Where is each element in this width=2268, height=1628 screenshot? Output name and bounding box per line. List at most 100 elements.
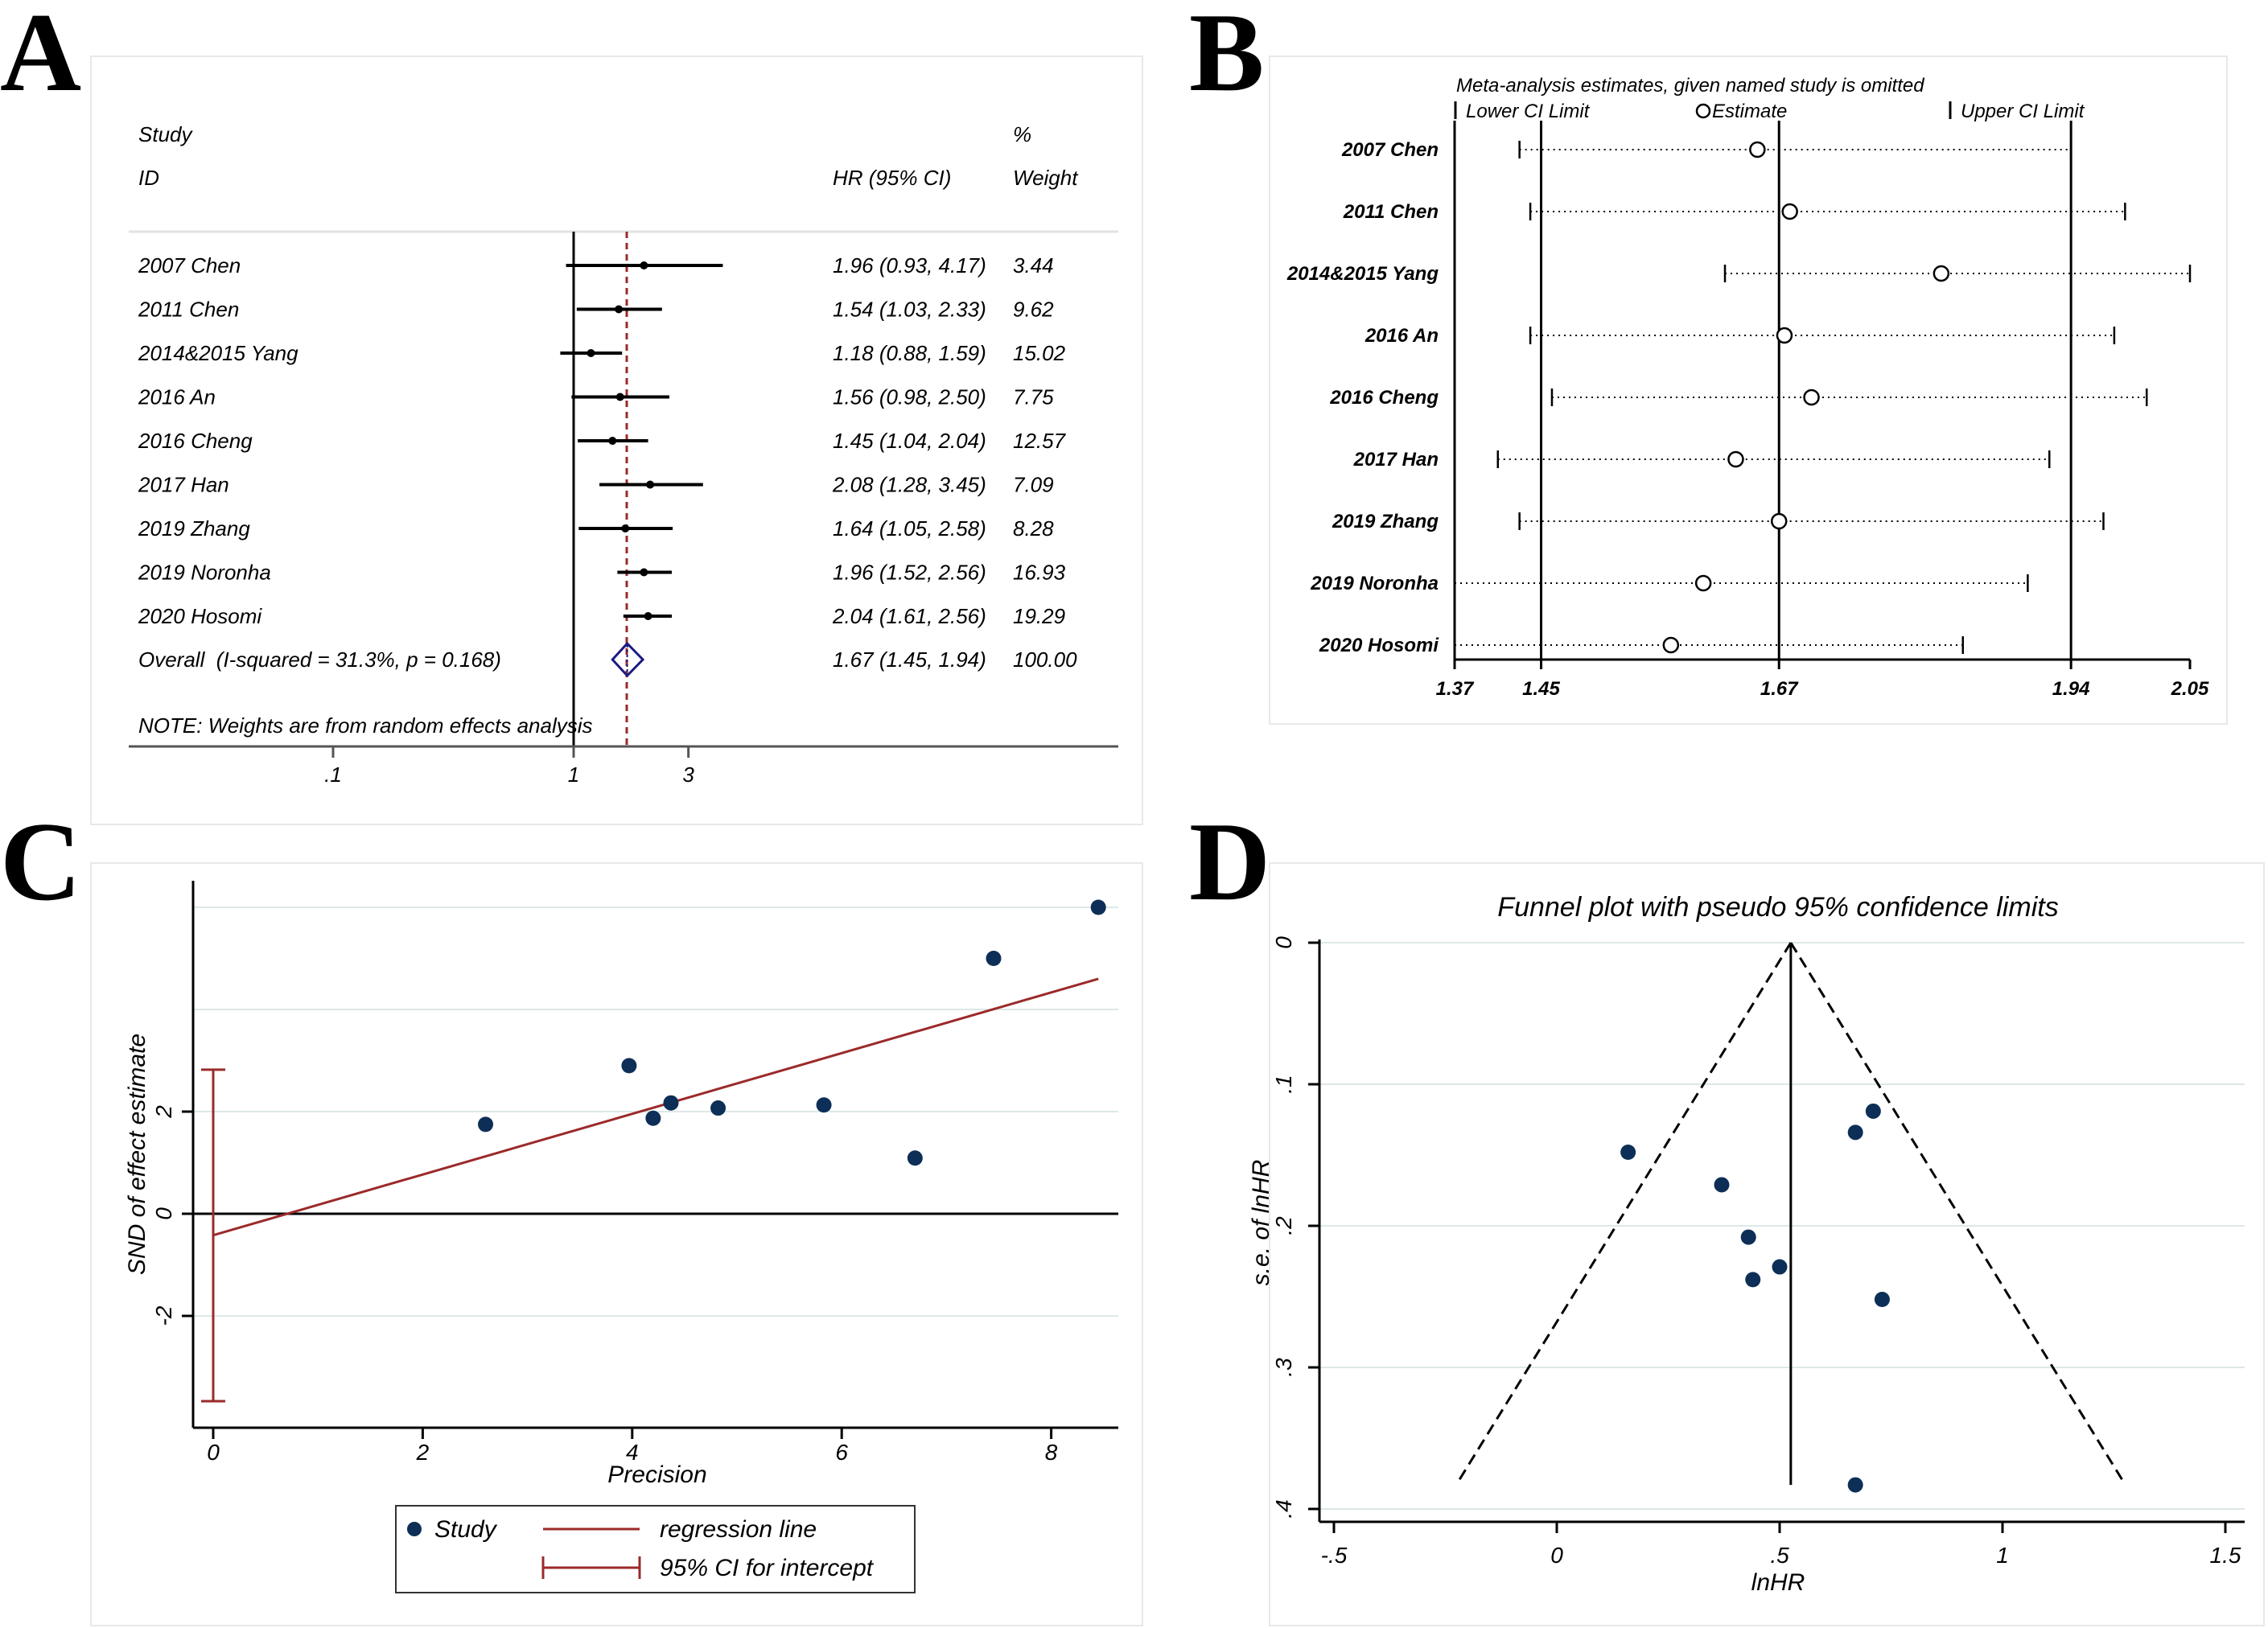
panel-label-a: A (0, 0, 81, 115)
funnel-x-label: lnHR (1751, 1569, 1805, 1596)
study-point (645, 1110, 661, 1126)
study-point (1847, 1477, 1863, 1493)
study-point (1745, 1272, 1761, 1288)
egger-y-label: SND of effect estimate (124, 1034, 150, 1275)
overall-label: Overall (I-squared = 31.3%, p = 0.168) (138, 648, 501, 672)
egger-x-label: Precision (607, 1462, 706, 1488)
study-point (1874, 1292, 1890, 1308)
legend-lower-ci: Lower CI Limit (1466, 101, 1591, 122)
x-tick-label: 1.94 (2052, 678, 2090, 700)
overall-hr-text: 1.67 (1.45, 1.94) (833, 648, 986, 672)
x-tick-label: 3 (682, 763, 694, 787)
header-study: Study (138, 122, 193, 146)
hr-point (640, 568, 648, 577)
study-label: 2014&2015 Yang (1286, 263, 1439, 285)
study-label: 2007 Chen (138, 253, 241, 278)
header-weight: Weight (1013, 166, 1079, 190)
study-label: 2020 Hosomi (138, 604, 262, 628)
estimate-marker (1803, 388, 1820, 406)
study-label: 2020 Hosomi (1319, 635, 1439, 656)
study-point (1090, 899, 1106, 915)
legend-estimate: Estimate (1712, 101, 1787, 122)
funnel-right-limit (1789, 942, 2127, 1486)
hr-point (615, 305, 624, 314)
legend-ci-label: 95% CI for intercept (660, 1555, 875, 1581)
study-hr-text: 1.64 (1.05, 2.58) (833, 516, 986, 541)
study-label: 2016 Cheng (138, 429, 253, 453)
legend-study-marker (407, 1522, 422, 1536)
hr-point (646, 480, 655, 489)
hr-point (621, 524, 630, 532)
x-tick-label: 0 (1550, 1543, 1563, 1568)
study-hr-text: 1.54 (1.03, 2.33) (833, 298, 986, 322)
y-tick-label: 0 (151, 1207, 176, 1220)
study-weight: 16.93 (1013, 561, 1066, 585)
x-tick-label: 4 (626, 1440, 639, 1465)
estimate-marker (1933, 265, 1950, 282)
study-label: 2019 Noronha (1310, 573, 1439, 594)
y-tick-label: .2 (1271, 1216, 1296, 1235)
forest-note: NOTE: Weights are from random effects an… (138, 713, 593, 738)
influence-plot: Meta-analysis estimates, given named stu… (1269, 56, 2228, 725)
study-hr-text: 1.45 (1.04, 2.04) (833, 429, 986, 453)
study-hr-text: 1.18 (0.88, 1.59) (833, 341, 986, 365)
study-weight: 7.09 (1013, 473, 1054, 497)
egger-plot: 0 2 4 6 8 -2 0 2 Precision SND of effect estima… (90, 862, 1143, 1626)
influence-plot-frame (1269, 56, 2228, 725)
study-point (1772, 1259, 1788, 1275)
study-point (621, 1058, 637, 1074)
study-point (816, 1097, 832, 1113)
estimate-marker (1694, 574, 1712, 592)
study-point (710, 1100, 727, 1116)
study-weight: 19.29 (1013, 604, 1065, 628)
x-tick-label: 1 (568, 763, 579, 787)
study-weight: 3.44 (1013, 253, 1054, 278)
legend-upper-ci: Upper CI Limit (1961, 101, 2085, 122)
x-tick-label: -.5 (1321, 1543, 1348, 1568)
x-tick-label: 0 (207, 1440, 220, 1465)
panel-label-c: C (0, 800, 81, 924)
study-point (1740, 1229, 1756, 1245)
x-tick-label: 6 (835, 1440, 848, 1465)
forest-plot: Study ID HR (95% CI) % Weight 2007 Chen 1… (90, 56, 1143, 825)
study-weight: 8.28 (1013, 516, 1054, 541)
estimate-marker (1770, 512, 1788, 530)
study-point (1620, 1144, 1636, 1160)
x-tick-label: 1.5 (2210, 1543, 2241, 1568)
legend-estimate-marker (1695, 103, 1711, 119)
study-label: 2016 An (1365, 325, 1439, 347)
study-point (478, 1116, 494, 1133)
hr-point (615, 393, 624, 401)
study-point (1714, 1177, 1730, 1193)
influence-title: Meta-analysis estimates, given named stu… (1456, 75, 1924, 97)
x-tick-label: 2 (416, 1440, 430, 1465)
y-tick-label: -2 (151, 1305, 176, 1326)
forest-plot-frame (90, 56, 1143, 825)
x-tick-label: 2.05 (2171, 678, 2209, 700)
funnel-left-limit (1455, 942, 1793, 1486)
study-label: 2007 Chen (1341, 139, 1439, 161)
x-tick-label: 8 (1045, 1440, 1058, 1465)
study-hr-text: 2.08 (1.28, 3.45) (832, 473, 986, 497)
study-label: 2017 Han (1353, 449, 1439, 471)
study-label: 2019 Zhang (138, 516, 250, 541)
panel-label-d: D (1189, 800, 1270, 924)
study-point (1847, 1124, 1863, 1141)
estimate-marker (1749, 141, 1766, 158)
study-label: 2017 Han (138, 473, 229, 497)
study-weight: 12.57 (1013, 429, 1067, 453)
study-point (986, 951, 1002, 966)
study-hr-text: 2.04 (1.61, 2.56) (832, 604, 986, 628)
overall-weight: 100.00 (1013, 648, 1077, 672)
egger-legend (395, 1505, 916, 1593)
header-id: ID (138, 166, 159, 190)
hr-point (644, 612, 652, 620)
legend-regression-label: regression line (660, 1516, 817, 1543)
estimate-marker (1776, 327, 1793, 344)
study-label: 2016 An (138, 385, 216, 409)
study-hr-text: 1.96 (0.93, 4.17) (833, 253, 986, 278)
study-label: 2019 Zhang (1332, 511, 1439, 532)
estimate-marker (1662, 636, 1680, 654)
estimate-marker (1727, 450, 1744, 468)
